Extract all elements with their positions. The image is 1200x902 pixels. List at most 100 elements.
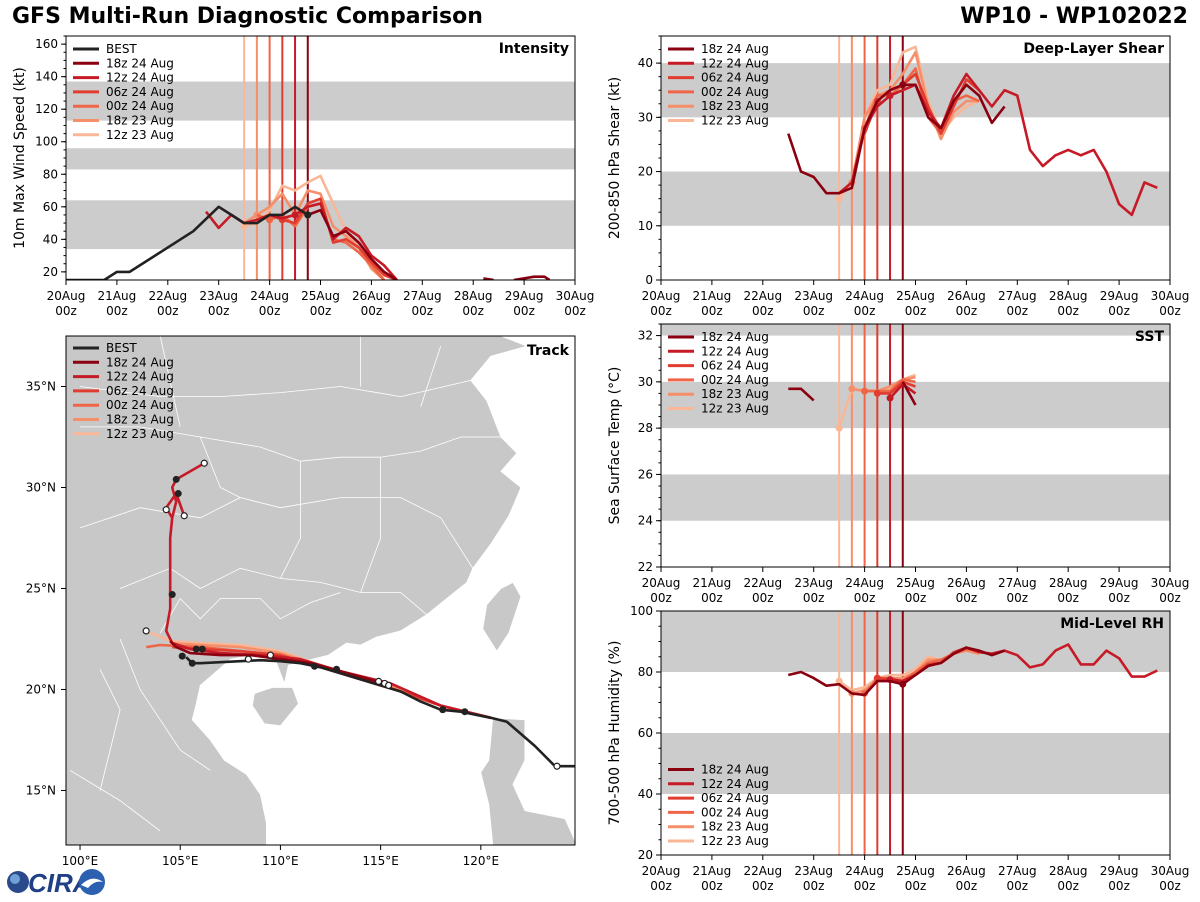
x-tick-label: 00z bbox=[905, 591, 927, 605]
legend-label: 00z 24 Aug bbox=[701, 805, 769, 819]
y-tick-label: 0 bbox=[645, 273, 653, 287]
best-track-line bbox=[185, 656, 575, 768]
series-point bbox=[835, 195, 843, 203]
legend-label: 12z 24 Aug bbox=[701, 344, 769, 358]
cira-logo: CIRA bbox=[4, 866, 108, 898]
mainland bbox=[66, 336, 529, 845]
best-point bbox=[178, 652, 186, 660]
legend-label: 18z 24 Aug bbox=[106, 56, 174, 70]
track-point bbox=[461, 708, 469, 716]
legend-label: 06z 24 Aug bbox=[106, 384, 174, 398]
lon-tick-label: 110°E bbox=[262, 854, 299, 868]
legend-label: 18z 23 Aug bbox=[701, 99, 769, 113]
x-tick-label: 00z bbox=[1159, 304, 1181, 318]
x-tick-label: 26Aug bbox=[947, 576, 986, 590]
x-tick-label: 00z bbox=[650, 304, 672, 318]
legend-label: 12z 24 Aug bbox=[106, 370, 174, 384]
sst-panel: 22242628303220Aug00z21Aug00z22Aug00z23Au… bbox=[607, 323, 1189, 605]
series-line bbox=[788, 646, 1006, 697]
y-tick-label: 60 bbox=[43, 200, 58, 214]
x-tick-label: 00z bbox=[1108, 304, 1130, 318]
x-tick-label: 25Aug bbox=[896, 289, 935, 303]
x-tick-label: 25Aug bbox=[301, 289, 340, 303]
legend-label: 12z 24 Aug bbox=[701, 56, 769, 70]
legend-label: BEST bbox=[106, 42, 137, 56]
series-point bbox=[861, 387, 869, 395]
x-tick-label: 00z bbox=[803, 591, 825, 605]
series-line bbox=[787, 83, 1006, 195]
track-open-point bbox=[385, 681, 393, 690]
threshold-band bbox=[661, 171, 1170, 226]
legend-label: 18z 24 Aug bbox=[701, 763, 769, 777]
track-point bbox=[439, 706, 447, 714]
x-tick-label: 29Aug bbox=[1100, 864, 1139, 878]
x-tick-label: 20Aug bbox=[642, 864, 681, 878]
y-tick-label: 120 bbox=[35, 102, 58, 116]
x-tick-label: 25Aug bbox=[896, 576, 935, 590]
x-tick-label: 00z bbox=[1007, 591, 1029, 605]
admin-border bbox=[79, 497, 474, 569]
x-tick-label: 00z bbox=[905, 879, 927, 893]
lon-tick-label: 105°E bbox=[162, 854, 199, 868]
threshold-band bbox=[661, 733, 1170, 794]
track-open-point bbox=[266, 651, 275, 659]
x-tick-label: 22Aug bbox=[743, 576, 782, 590]
legend-label: 06z 24 Aug bbox=[701, 359, 769, 373]
x-tick-label: 00z bbox=[803, 304, 825, 318]
admin-border bbox=[80, 426, 501, 462]
x-tick-label: 00z bbox=[1057, 304, 1079, 318]
x-tick-label: 00z bbox=[55, 304, 77, 318]
shear-panel: 01020304020Aug00z21Aug00z22Aug00z23Aug00… bbox=[607, 35, 1189, 318]
x-tick-label: 00z bbox=[650, 591, 672, 605]
legend-label: 06z 24 Aug bbox=[701, 71, 769, 85]
lon-tick-label: 100°E bbox=[62, 854, 99, 868]
admin-border bbox=[159, 592, 341, 634]
y-tick-label: 160 bbox=[35, 37, 58, 51]
forecast-track bbox=[164, 492, 186, 519]
x-tick-label: 00z bbox=[412, 304, 434, 318]
x-tick-label: 00z bbox=[650, 879, 672, 893]
legend-label: 18z 23 Aug bbox=[701, 387, 769, 401]
legend-label: 00z 24 Aug bbox=[701, 85, 769, 99]
x-tick-label: 26Aug bbox=[352, 289, 391, 303]
x-tick-label: 00z bbox=[106, 304, 128, 318]
best-point bbox=[304, 211, 312, 219]
track-open-point bbox=[180, 512, 188, 520]
y-tick-label: 32 bbox=[638, 329, 653, 343]
x-tick-label: 20Aug bbox=[642, 289, 681, 303]
plot-area bbox=[788, 611, 1158, 855]
x-tick-label: 23Aug bbox=[794, 289, 833, 303]
legend-label: 00z 24 Aug bbox=[106, 398, 174, 412]
admin-border bbox=[119, 638, 211, 771]
series-point bbox=[240, 222, 248, 230]
series-line bbox=[788, 387, 815, 402]
x-tick-label: 00z bbox=[701, 304, 723, 318]
x-tick-label: 30Aug bbox=[556, 289, 595, 303]
x-tick-label: 00z bbox=[1159, 591, 1181, 605]
best-point bbox=[198, 645, 206, 653]
x-tick-label: 00z bbox=[208, 304, 230, 318]
series-point bbox=[899, 81, 907, 89]
best-point bbox=[188, 659, 196, 667]
lon-tick-label: 115°E bbox=[362, 854, 399, 868]
y-axis-label: 700-500 hPa Humidity (%) bbox=[607, 641, 623, 826]
x-tick-label: 00z bbox=[854, 304, 876, 318]
series-point bbox=[291, 211, 299, 219]
x-tick-label: 00z bbox=[905, 304, 927, 318]
x-tick-label: 00z bbox=[701, 879, 723, 893]
intensity-panel: 2040608010012014016020Aug00z21Aug00z22Au… bbox=[12, 35, 595, 318]
x-tick-label: 21Aug bbox=[693, 576, 732, 590]
x-tick-label: 00z bbox=[1108, 879, 1130, 893]
x-tick-label: 28Aug bbox=[454, 289, 493, 303]
x-tick-label: 00z bbox=[157, 304, 179, 318]
x-tick-label: 25Aug bbox=[896, 864, 935, 878]
x-tick-label: 21Aug bbox=[693, 864, 732, 878]
x-tick-label: 00z bbox=[1007, 304, 1029, 318]
track-open-point bbox=[553, 762, 561, 770]
x-tick-label: 00z bbox=[854, 591, 876, 605]
track-point bbox=[168, 591, 176, 599]
legend-label: 06z 24 Aug bbox=[701, 791, 769, 805]
x-tick-label: 23Aug bbox=[794, 864, 833, 878]
x-tick-label: 00z bbox=[310, 304, 332, 318]
legend-label: 12z 23 Aug bbox=[701, 834, 769, 848]
